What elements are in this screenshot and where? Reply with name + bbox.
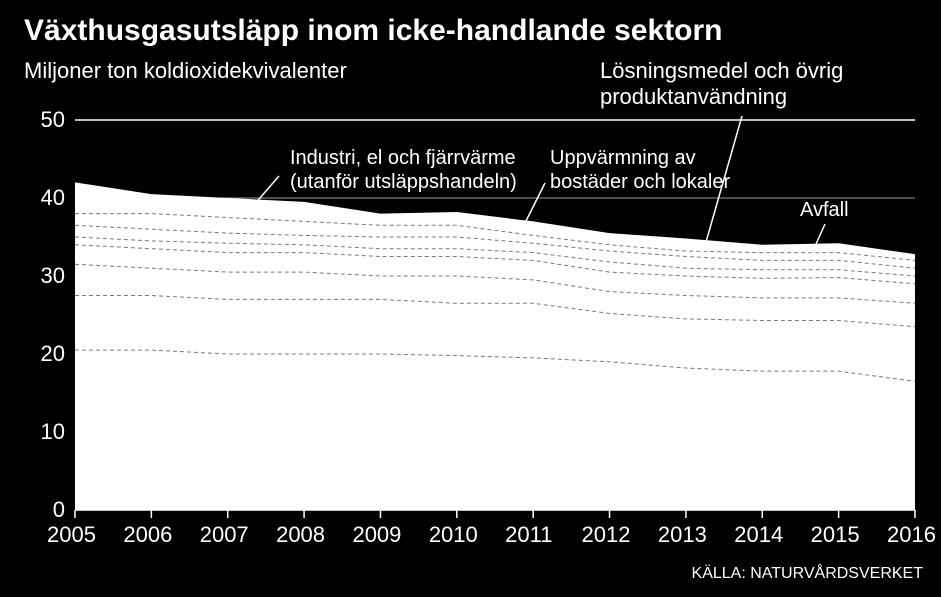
y-tick-label: 30: [41, 263, 65, 289]
x-tick-label: 2016: [887, 522, 936, 548]
x-tick-label: 2007: [200, 522, 249, 548]
source-text: KÄLLA: NATURVÅRDSVERKET: [692, 565, 923, 583]
plot-area: [0, 0, 941, 597]
x-tick-label: 2010: [429, 522, 478, 548]
x-tick-label: 2011: [505, 522, 552, 548]
chart-container: Växthusgasutsläpp inom icke-handlande se…: [0, 0, 941, 597]
x-tick-label: 2013: [658, 522, 707, 548]
x-tick-label: 2008: [276, 522, 325, 548]
y-tick-label: 10: [41, 419, 65, 445]
x-tick-label: 2009: [352, 522, 401, 548]
x-tick-label: 2014: [734, 522, 783, 548]
y-tick-label: 20: [41, 341, 65, 367]
x-tick-label: 2015: [811, 522, 860, 548]
x-tick-label: 2012: [582, 522, 631, 548]
y-tick-label: 50: [41, 107, 65, 133]
y-tick-label: 40: [41, 185, 65, 211]
y-tick-label: 0: [53, 497, 65, 523]
x-tick-label: 2005: [47, 522, 96, 548]
x-tick-label: 2006: [123, 522, 172, 548]
